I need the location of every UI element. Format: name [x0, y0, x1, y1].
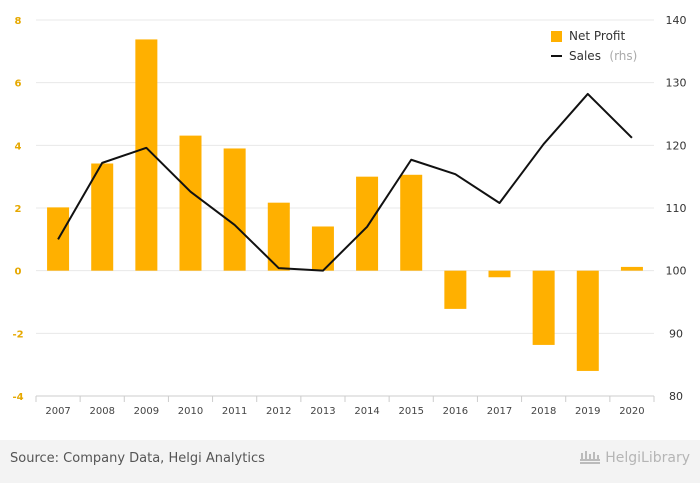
x-tick-label: 2018	[531, 406, 556, 417]
bar-2010	[179, 135, 202, 271]
x-tick-label: 2008	[89, 406, 114, 417]
bar-2015	[400, 174, 423, 271]
right-tick-label: 130	[666, 77, 687, 90]
left-tick-label: -2	[12, 329, 23, 340]
bar-2017	[488, 270, 511, 278]
left-axis-ticks: -4 -2 0 2 4 6 8	[12, 16, 23, 403]
x-tick-label: 2013	[310, 406, 335, 417]
left-tick-label: 0	[15, 267, 22, 278]
legend-label-sales: Sales	[569, 49, 601, 63]
left-tick-label: 6	[15, 79, 22, 90]
legend-label-sales-group: Sales (rhs)	[569, 47, 637, 64]
x-tick-label: 2015	[398, 406, 423, 417]
bar-2020	[620, 266, 643, 271]
right-tick-label: 80	[669, 390, 683, 403]
right-axis-ticks: 80 90 100 110 120 130 140	[666, 14, 687, 403]
brand-name: HelgiLibrary	[605, 450, 690, 466]
net-profit-bars	[47, 39, 643, 371]
right-tick-label: 120	[666, 139, 687, 152]
right-tick-label: 110	[666, 202, 687, 215]
bar-2019	[576, 270, 599, 371]
x-tick-label: 2011	[222, 406, 247, 417]
sales-line-series	[57, 92, 633, 272]
legend: Net Profit Sales (rhs)	[551, 29, 637, 64]
bar-2014	[356, 176, 379, 271]
x-tick-label: 2012	[266, 406, 291, 417]
x-tick-label: 2010	[178, 406, 203, 417]
left-tick-label: 8	[15, 16, 22, 27]
left-tick-label: 2	[15, 204, 22, 215]
left-tick-label: 4	[15, 141, 22, 152]
bar-2008	[91, 163, 114, 271]
x-tick-label: 2020	[619, 406, 644, 417]
x-tick-label: 2016	[443, 406, 468, 417]
x-tick-label: 2019	[575, 406, 600, 417]
x-axis-ticks: 2007 2008 2009 2010 2011 2012 2013 2014 2015 2016…	[45, 406, 644, 417]
x-tick-label: 2014	[354, 406, 379, 417]
legend-label-net-profit: Net Profit	[569, 29, 625, 43]
building-icon	[580, 451, 601, 464]
bar-2016	[444, 270, 467, 309]
legend-swatch-net-profit	[551, 31, 562, 42]
legend-label-rhs: (rhs)	[609, 49, 637, 63]
bar-2011	[223, 148, 246, 271]
bar-2009	[135, 39, 158, 271]
bar-2012	[267, 202, 290, 271]
right-tick-label: 90	[669, 327, 683, 340]
footer: Source: Company Data, Helgi Analytics He…	[0, 440, 700, 483]
right-tick-label: 100	[666, 265, 687, 278]
x-tick-label: 2017	[487, 406, 512, 417]
x-tick-label: 2009	[134, 406, 159, 417]
left-tick-label: -4	[12, 392, 23, 403]
source-text: Source: Company Data, Helgi Analytics	[10, 451, 265, 466]
bar-2013	[311, 226, 334, 271]
gridlines	[35, 19, 655, 402]
brand-logo: HelgiLibrary	[579, 450, 690, 466]
right-tick-label: 140	[666, 14, 687, 27]
bar-2018	[532, 270, 555, 345]
x-tick-label: 2007	[45, 406, 70, 417]
sales-line	[57, 92, 633, 272]
